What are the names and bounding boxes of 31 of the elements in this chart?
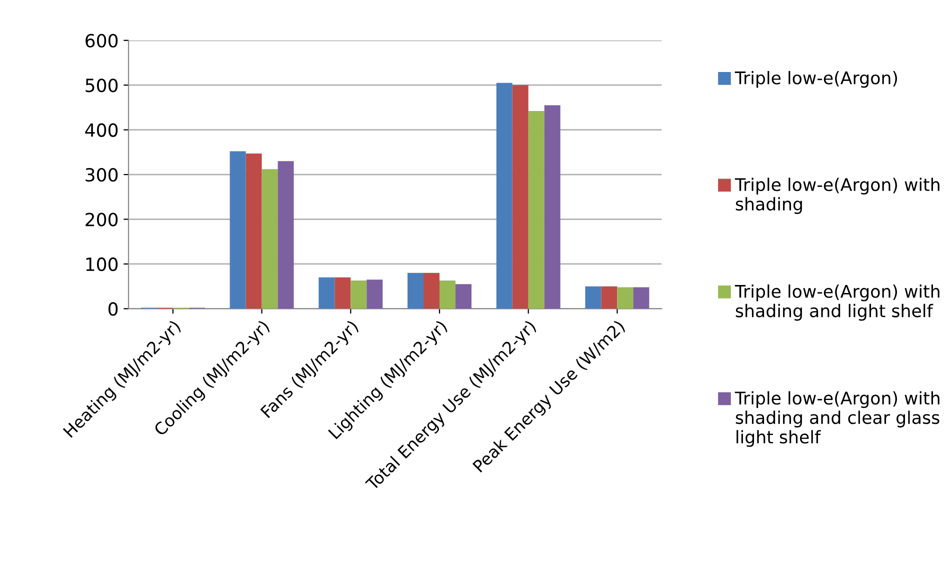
bar bbox=[601, 286, 618, 309]
legend-label: Triple low-e(Argon) with shading and light shelf bbox=[734, 284, 940, 321]
y-tick-label: 600 bbox=[86, 34, 118, 48]
legend-label: Triple low-e(Argon) bbox=[734, 70, 897, 88]
bar bbox=[512, 85, 528, 309]
y-tick-label: 400 bbox=[85, 123, 118, 137]
bar bbox=[456, 284, 472, 309]
y-tick-label: 500 bbox=[86, 78, 118, 92]
y-tick-label: 100 bbox=[86, 257, 118, 272]
bar bbox=[585, 286, 602, 309]
bar bbox=[230, 151, 246, 309]
y-tick-label: 0 bbox=[108, 302, 118, 316]
bar bbox=[278, 161, 294, 309]
bar bbox=[334, 277, 351, 309]
legend-label: Triple low-e(Argon) with shading and clear glass light shelf bbox=[734, 391, 940, 447]
bar bbox=[528, 111, 544, 309]
bar bbox=[617, 287, 634, 309]
bar bbox=[366, 280, 383, 309]
y-tick-label: 200 bbox=[86, 212, 118, 226]
bar bbox=[544, 105, 560, 309]
bar bbox=[262, 169, 278, 309]
bar bbox=[246, 154, 262, 309]
legend-label: Triple low-e(Argon) with shading bbox=[734, 178, 940, 214]
bar bbox=[350, 280, 367, 309]
bar bbox=[318, 277, 335, 309]
bar bbox=[633, 287, 650, 309]
bar bbox=[424, 272, 440, 309]
bar bbox=[408, 272, 424, 309]
bar bbox=[440, 280, 456, 309]
bar bbox=[496, 82, 512, 309]
y-tick-label: 300 bbox=[86, 168, 118, 182]
